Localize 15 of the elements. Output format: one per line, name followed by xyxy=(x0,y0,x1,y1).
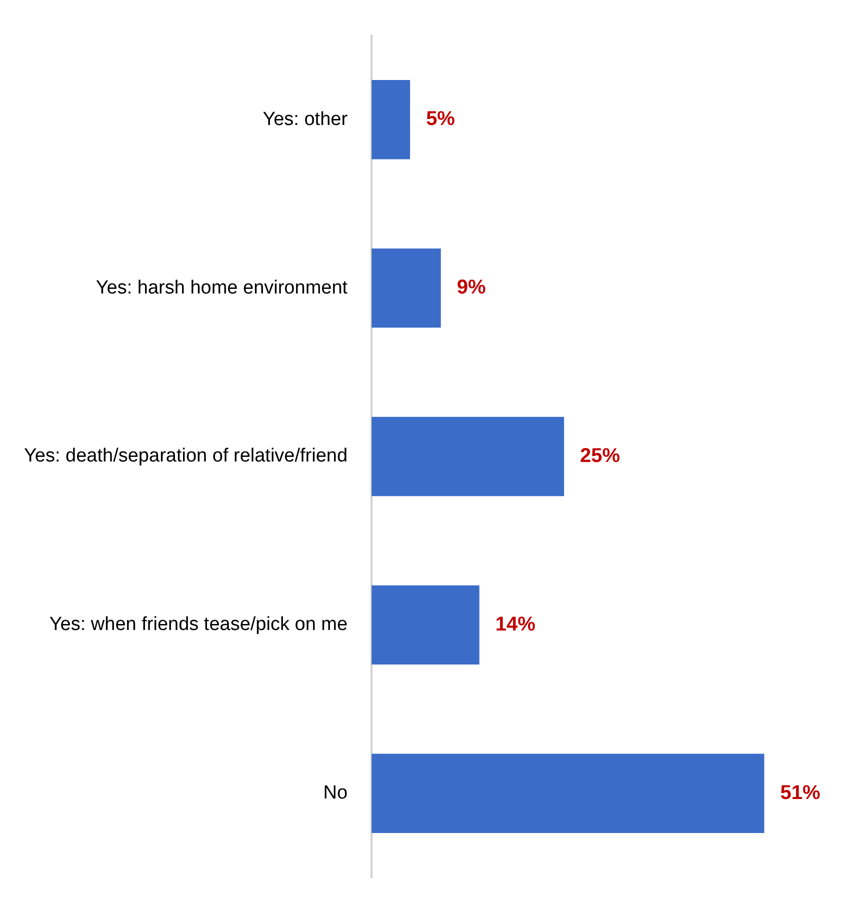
y-tick-label: Yes: when friends tease/pick on me xyxy=(49,614,348,636)
data-label: 14% xyxy=(495,613,536,636)
bar xyxy=(372,754,764,833)
y-tick-label: Yes: harsh home environment xyxy=(96,277,348,298)
data-label: 9% xyxy=(456,276,486,299)
data-label: 51% xyxy=(780,782,820,804)
bar xyxy=(372,248,441,328)
bar xyxy=(372,80,410,160)
bar xyxy=(372,585,480,665)
y-tick-label: Yes: death/separation of relative/friend xyxy=(24,446,348,467)
y-tick-label: No xyxy=(323,782,348,804)
y-tick-label: Yes: other xyxy=(262,108,348,130)
bar xyxy=(372,416,564,496)
data-label: 25% xyxy=(580,445,620,468)
data-label: 5% xyxy=(426,108,456,130)
